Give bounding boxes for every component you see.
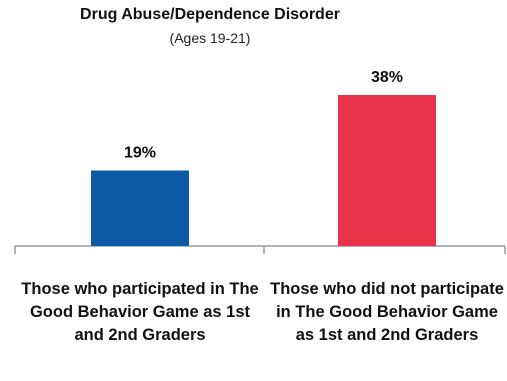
bar-1 xyxy=(91,170,189,246)
data-label-2: 38% xyxy=(371,69,403,86)
chart-title: Drug Abuse/Dependence Disorder xyxy=(80,6,340,23)
category-label-participated: Those who participated in The Good Behav… xyxy=(21,280,259,344)
chart-subtitle: (Ages 19-21) xyxy=(169,30,251,46)
data-label-1: 19% xyxy=(124,145,156,162)
category-label-not-participated: Those who did not participate in The Goo… xyxy=(270,280,504,344)
bar-2 xyxy=(338,95,436,246)
